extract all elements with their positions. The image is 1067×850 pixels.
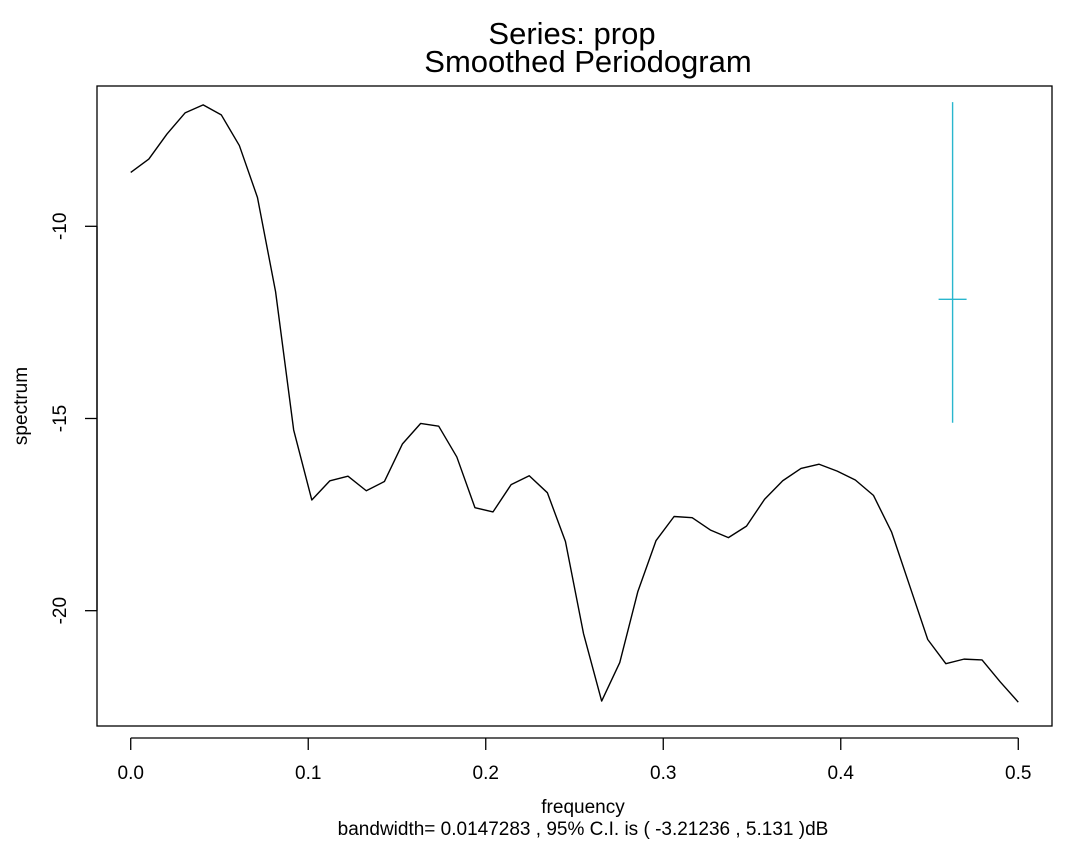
- plot-frame: [96, 85, 1053, 727]
- chart-title-line1: Series: prop: [488, 16, 655, 51]
- chart-subtitle: bandwidth= 0.0147283 , 95% C.I. is ( -3.…: [338, 819, 829, 840]
- x-tick-label: 0.0: [118, 763, 144, 784]
- x-tick-label: 0.4: [828, 763, 855, 784]
- confidence-interval-bar: [938, 102, 967, 423]
- y-tick-label: -15: [50, 405, 71, 432]
- x-tick-label: 0.3: [650, 763, 676, 784]
- x-tick-label: 0.1: [295, 763, 321, 784]
- y-axis-title: spectrum: [11, 367, 32, 445]
- x-axis: 0.0 0.1 0.2 0.3 0.4 0.5: [118, 737, 1031, 784]
- y-tick-label: -10: [50, 213, 71, 240]
- x-tick-label: 0.2: [473, 763, 499, 784]
- series-layer: [130, 104, 1019, 703]
- x-tick-label: 0.5: [1005, 763, 1031, 784]
- chart-title-line2: Smoothed Periodogram: [424, 44, 751, 79]
- y-tick-label: -20: [50, 597, 71, 624]
- y-axis: -10 -15 -20: [50, 213, 98, 624]
- spectrum-line: [130, 104, 1019, 703]
- x-axis-title: frequency: [541, 797, 625, 818]
